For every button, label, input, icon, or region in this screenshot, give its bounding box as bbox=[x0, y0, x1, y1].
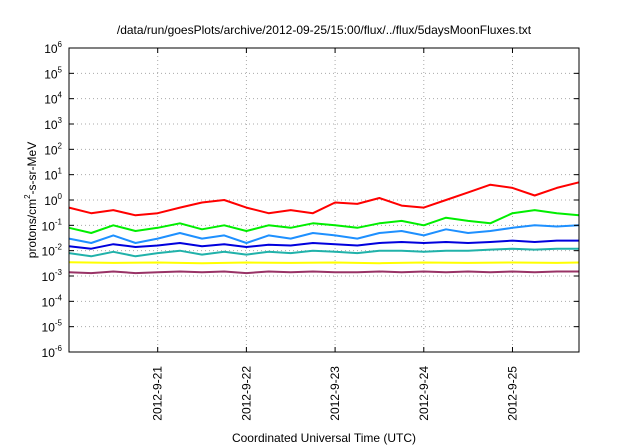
x-tick-label: 2012-9-25 bbox=[505, 366, 519, 421]
y-tick-label: 106 bbox=[44, 40, 62, 56]
x-tick-label: 2012-9-23 bbox=[328, 366, 342, 421]
y-tick-label: 10-1 bbox=[42, 217, 63, 233]
y-tick-label: 102 bbox=[44, 141, 62, 157]
y-tick-label: 10-3 bbox=[42, 268, 63, 284]
y-tick-label: 103 bbox=[44, 116, 62, 132]
y-tick-label: 101 bbox=[44, 167, 62, 183]
series-lines bbox=[68, 181, 580, 275]
x-axis-label: Coordinated Universal Time (UTC) bbox=[232, 431, 416, 445]
series-line-2 bbox=[68, 209, 580, 234]
y-tick-label: 10-2 bbox=[42, 243, 63, 259]
grid-lines bbox=[69, 48, 579, 352]
y-axis-label-rest: -s-sr-MeV bbox=[25, 142, 39, 195]
series-line-4 bbox=[68, 239, 579, 250]
y-tick-label: 100 bbox=[44, 192, 62, 208]
y-tick-label: 10-4 bbox=[42, 293, 63, 309]
y-tick-label: 10-6 bbox=[42, 344, 63, 360]
y-axis-ticks: 10-6 10-5 10-4 10-3 10-2 10-1 100 101 102 103 104 1… bbox=[42, 40, 579, 360]
y-tick-label: 10-5 bbox=[42, 319, 63, 335]
y-axis-label-base: protons/cm bbox=[25, 199, 39, 258]
series-line-7 bbox=[68, 270, 579, 275]
y-tick-label: 105 bbox=[44, 65, 62, 81]
series-line-1 bbox=[68, 181, 580, 217]
x-tick-label: 2012-9-22 bbox=[239, 366, 253, 421]
y-axis-label-sup: 2 bbox=[23, 194, 32, 199]
y-axis-label: protons/cm2-s-sr-MeV bbox=[23, 142, 39, 258]
x-tick-label: 2012-9-24 bbox=[417, 366, 431, 421]
y-tick-label: 104 bbox=[44, 91, 62, 107]
series-line-6 bbox=[68, 261, 580, 265]
series-line-5 bbox=[68, 247, 579, 258]
chart-title: /data/run/goesPlots/archive/2012-09-25/1… bbox=[117, 23, 532, 37]
x-tick-label: 2012-9-21 bbox=[151, 366, 165, 421]
series-line-3 bbox=[68, 224, 580, 244]
x-axis-ticks: 2012-9-21 2012-9-22 2012-9-23 2012-9-24 2012… bbox=[151, 48, 519, 421]
